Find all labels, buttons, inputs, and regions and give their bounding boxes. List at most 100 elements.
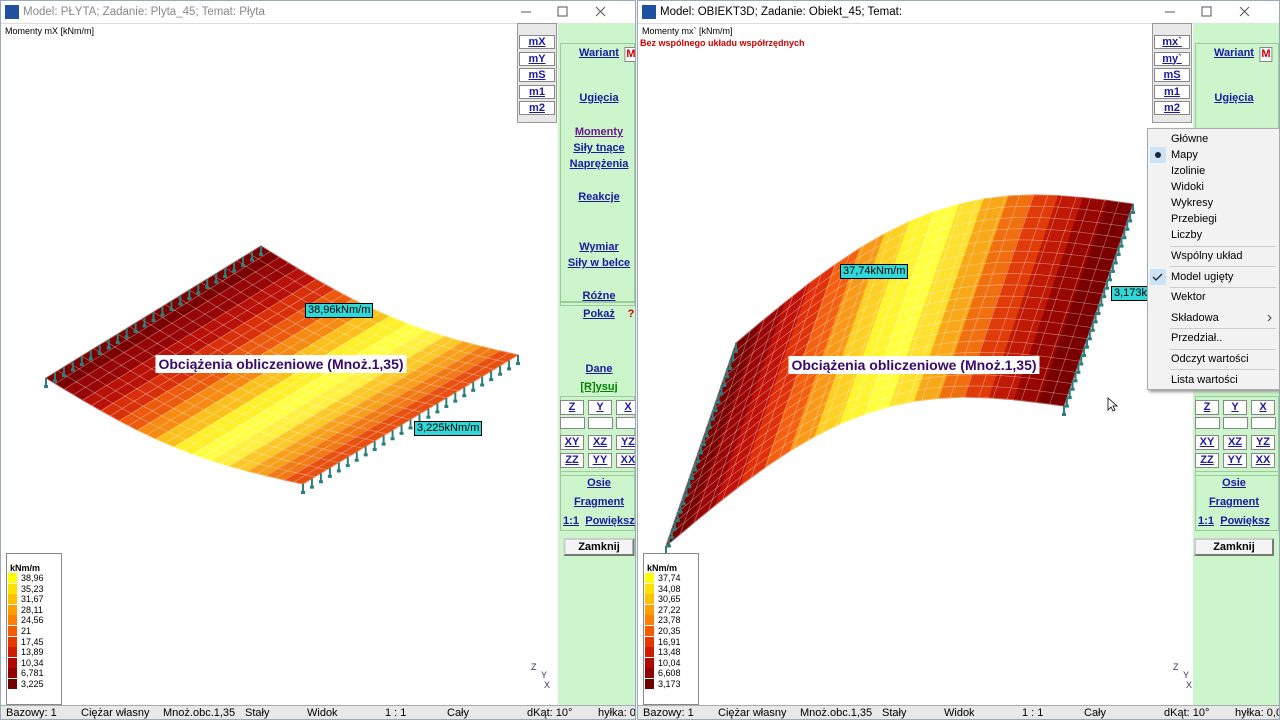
support-base xyxy=(169,308,174,311)
panel-item[interactable]: XY xyxy=(1195,435,1219,450)
support-base xyxy=(133,330,138,333)
panel-item[interactable]: XY xyxy=(560,435,584,450)
menu-item[interactable]: Wykresy xyxy=(1171,197,1214,209)
panel-item[interactable]: XX xyxy=(1251,453,1275,468)
menu-item[interactable]: Składowa xyxy=(1171,312,1219,324)
menu-item[interactable]: Izolinie xyxy=(1171,165,1206,177)
panel-item[interactable]: Fragment xyxy=(573,496,625,508)
mesh-line xyxy=(153,311,411,420)
panel-item[interactable]: YY xyxy=(1223,453,1247,468)
mesh-line xyxy=(700,295,1099,445)
panel-item[interactable]: XZ xyxy=(588,435,612,450)
component-button[interactable]: mX xyxy=(519,35,555,49)
panel-item[interactable]: X xyxy=(616,400,635,415)
component-button[interactable]: m2 xyxy=(519,101,555,115)
panel-item[interactable]: Zamknij xyxy=(1194,538,1274,556)
menu-item[interactable]: Widoki xyxy=(1171,181,1205,193)
menu-item[interactable]: Wspólny układ xyxy=(1171,250,1243,262)
panel-item[interactable]: Siły tnące xyxy=(573,142,625,154)
mesh-line xyxy=(284,350,500,481)
menu-item[interactable]: Mapy xyxy=(1171,149,1198,161)
panel-item[interactable]: Fragment xyxy=(1208,496,1260,508)
panel-item[interactable]: Wariant xyxy=(579,47,619,59)
panel-item[interactable]: XX xyxy=(616,453,635,468)
panel-item[interactable]: Y xyxy=(1223,400,1247,415)
panel-item[interactable]: Siły w belce xyxy=(567,257,631,269)
menu-item[interactable]: Lista wartości xyxy=(1171,374,1238,386)
arrow-button[interactable] xyxy=(616,417,635,429)
support-base xyxy=(699,451,703,455)
legend-swatch xyxy=(645,679,654,689)
component-button[interactable]: my` xyxy=(1154,51,1190,66)
panel-item[interactable]: Różne xyxy=(582,290,616,302)
support-base xyxy=(187,297,192,300)
panel-item[interactable]: ZZ xyxy=(560,453,584,468)
panel-item[interactable]: Wariant xyxy=(1214,47,1254,59)
panel-item[interactable]: M xyxy=(1259,47,1273,62)
panel-item[interactable]: Osie xyxy=(1222,477,1246,489)
panel-item[interactable]: Z xyxy=(560,400,584,415)
view-label: Momenty mX [kNm/m] xyxy=(5,26,95,36)
mesh-line xyxy=(722,296,793,500)
panel-item[interactable]: Pokaż xyxy=(583,308,615,320)
arrow-button[interactable] xyxy=(1223,417,1248,429)
panel-item[interactable]: YZ xyxy=(1251,435,1275,450)
min-label: 3,173k xyxy=(1111,286,1151,301)
panel-item[interactable]: YY xyxy=(588,453,612,468)
panel-item[interactable]: Reakcje xyxy=(578,191,620,203)
component-button[interactable]: mx` xyxy=(1154,35,1190,49)
panel-item[interactable]: Z xyxy=(1195,400,1219,415)
panel-item[interactable]: Zamknij xyxy=(563,538,635,556)
panel-item[interactable]: Y xyxy=(588,400,612,415)
menu-item[interactable]: Główne xyxy=(1171,133,1209,145)
panel-item[interactable]: YZ xyxy=(616,435,635,450)
menu-item[interactable]: Odczyt wartości xyxy=(1171,353,1249,365)
panel-item[interactable]: Osie xyxy=(587,477,611,489)
component-button[interactable]: m1 xyxy=(519,84,555,99)
window-controls[interactable] xyxy=(1,1,636,23)
component-button[interactable]: mS xyxy=(519,68,555,82)
mesh-line xyxy=(201,282,459,392)
panel-item[interactable]: ZZ xyxy=(1195,453,1219,468)
panel-item[interactable]: X xyxy=(1251,400,1275,415)
panel-item[interactable]: 1:1 xyxy=(1198,515,1214,527)
panel-item[interactable]: Powiększ xyxy=(585,515,635,527)
panel-item[interactable]: Momenty xyxy=(574,126,624,138)
view-note: Bez wspólnego układu współrzędnych xyxy=(640,38,805,48)
component-button[interactable]: m2 xyxy=(1154,101,1190,115)
panel-item[interactable]: Wymiar xyxy=(579,241,619,253)
menu-item[interactable]: Przebiegi xyxy=(1171,213,1217,225)
panel-item[interactable]: 1:1 xyxy=(563,515,579,527)
arrow-button[interactable] xyxy=(560,417,585,429)
axis-icon-label: Y xyxy=(1183,670,1190,680)
mesh-line xyxy=(248,253,507,363)
mesh-line xyxy=(1049,201,1120,405)
legend-value: 24,56 xyxy=(21,615,44,626)
menu-item[interactable]: Przedział.. xyxy=(1171,332,1223,344)
panel-item[interactable]: XZ xyxy=(1223,435,1247,450)
panel-item[interactable]: Powiększ xyxy=(1220,515,1270,527)
panel-item[interactable]: Naprężenia xyxy=(569,158,629,170)
panel-item[interactable]: M xyxy=(624,47,636,62)
panel-item[interactable]: Ugięcia xyxy=(579,92,619,104)
panel-item[interactable]: ? xyxy=(627,308,635,320)
mesh-line xyxy=(708,273,1107,423)
arrow-button[interactable] xyxy=(588,417,613,429)
window-controls[interactable] xyxy=(638,1,1280,23)
support-base xyxy=(160,313,165,317)
component-button[interactable]: m1 xyxy=(1154,84,1190,99)
arrow-button[interactable] xyxy=(1195,417,1220,429)
component-button[interactable]: mS xyxy=(1154,68,1190,82)
status-item: 1 : 1 xyxy=(385,707,407,719)
mesh-line xyxy=(293,352,509,483)
menu-item[interactable]: Model ugięty xyxy=(1171,271,1234,283)
max-label: 37,74kNm/m xyxy=(840,264,909,279)
component-button[interactable]: mY xyxy=(519,51,555,66)
panel-item[interactable]: Dane xyxy=(585,363,613,375)
legend-swatch xyxy=(8,679,17,689)
menu-item[interactable]: Liczby xyxy=(1171,229,1203,241)
panel-item[interactable]: [R]ysuj xyxy=(580,381,618,393)
panel-item[interactable]: Ugięcia xyxy=(1214,92,1254,104)
arrow-button[interactable] xyxy=(1251,417,1276,429)
menu-item[interactable]: Wektor xyxy=(1171,291,1206,303)
